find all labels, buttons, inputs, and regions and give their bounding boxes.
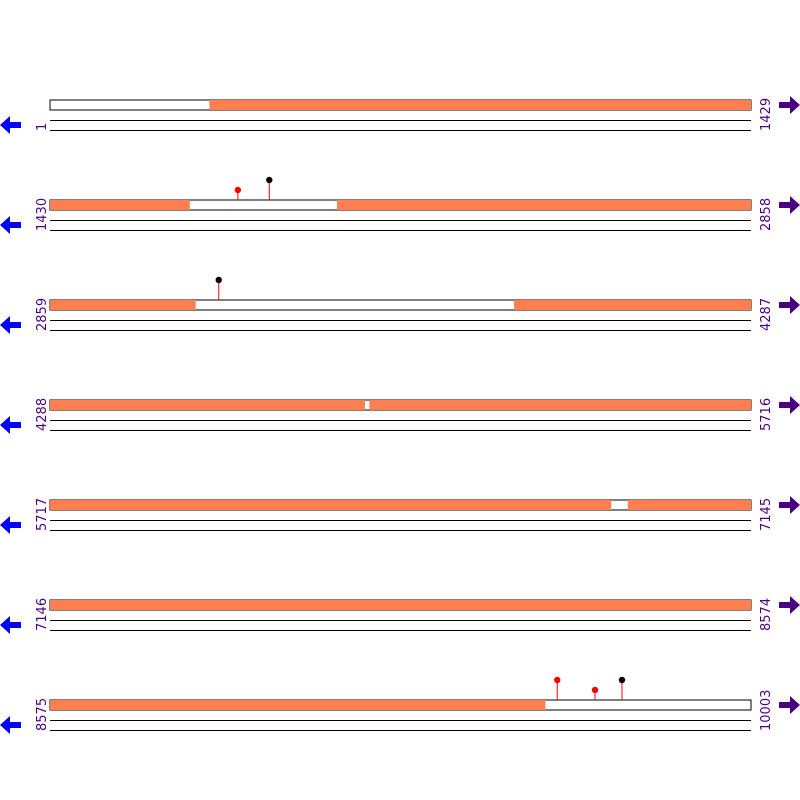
row-start-label: 1 — [35, 123, 50, 131]
orf-segment — [50, 300, 196, 310]
left-arrow-icon — [0, 416, 21, 434]
left-arrow-icon — [0, 516, 21, 534]
stop-codon-marker — [591, 686, 599, 694]
left-arrow-icon — [0, 216, 21, 234]
stop-codon-marker — [234, 186, 242, 194]
row-start-label: 8575 — [35, 698, 50, 731]
row-end-label: 7145 — [759, 498, 774, 531]
orf-segment — [369, 400, 751, 410]
start-codon-marker — [266, 176, 273, 184]
orf-segment — [50, 400, 365, 410]
orf-segment — [514, 300, 751, 310]
right-arrow-icon — [779, 296, 800, 314]
row-start-label: 7146 — [35, 598, 50, 631]
right-arrow-icon — [779, 596, 800, 614]
row-start-label: 1430 — [35, 198, 50, 231]
right-arrow-icon — [779, 196, 800, 214]
left-arrow-icon — [0, 716, 21, 734]
row-end-label: 4287 — [759, 298, 774, 331]
orf-segment — [336, 200, 751, 210]
orf-segment — [627, 500, 751, 510]
row-start-label: 5717 — [35, 498, 50, 531]
left-arrow-icon — [0, 116, 21, 134]
left-arrow-icon — [0, 316, 21, 334]
row-end-label: 5716 — [759, 398, 774, 431]
start-codon-marker — [215, 276, 222, 284]
row-end-label: 10003 — [759, 690, 774, 731]
orf-segment — [50, 600, 751, 610]
row-start-label: 2859 — [35, 298, 50, 331]
row-end-label: 1429 — [759, 98, 774, 131]
row-start-label: 4288 — [35, 398, 50, 431]
orf-segment — [50, 700, 546, 710]
left-arrow-icon — [0, 616, 21, 634]
right-arrow-icon — [779, 96, 800, 114]
right-arrow-icon — [779, 396, 800, 414]
orf-segment — [50, 500, 612, 510]
right-arrow-icon — [779, 696, 800, 714]
row-end-label: 8574 — [759, 598, 774, 631]
orf-segment — [209, 100, 751, 110]
stop-codon-marker — [554, 676, 561, 684]
start-codon-marker — [618, 676, 626, 684]
row-end-label: 2858 — [759, 198, 774, 231]
right-arrow-icon — [779, 496, 800, 514]
orf-segment — [50, 200, 190, 210]
